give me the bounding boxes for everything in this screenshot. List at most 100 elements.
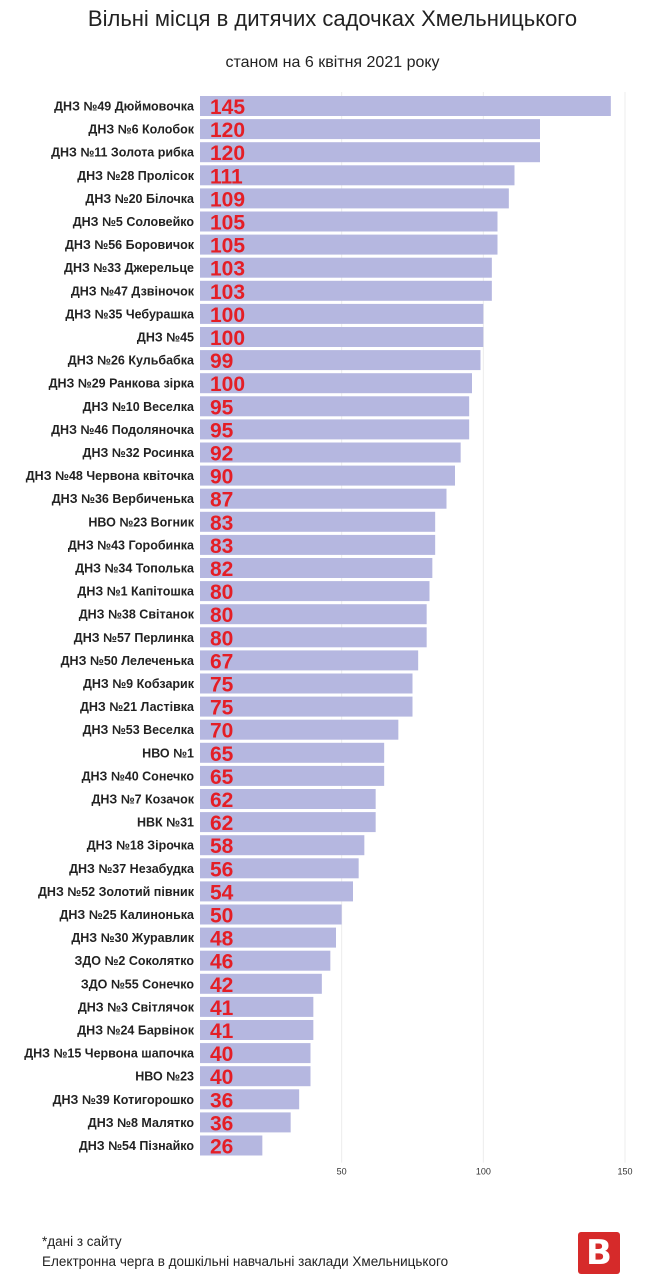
category-label: ДНЗ №21 Ластівка	[80, 700, 195, 714]
bars	[200, 96, 611, 1156]
bar	[200, 1020, 314, 1040]
bar	[200, 1043, 311, 1064]
category-label: ДНЗ №7 Козачок	[91, 793, 194, 807]
brand-logo: В	[578, 1232, 620, 1274]
category-label: ДНЗ №43 Горобинка	[68, 538, 195, 552]
bar	[200, 234, 498, 255]
category-label: ДНЗ №18 Зірочка	[87, 839, 195, 853]
bar	[200, 488, 447, 509]
value-label: 120	[210, 142, 245, 165]
category-label: ДНЗ №45	[137, 331, 194, 345]
bar	[200, 303, 484, 324]
value-label: 54	[210, 881, 234, 904]
category-label: ДНЗ №28 Пролісок	[77, 169, 194, 183]
bar	[200, 835, 365, 856]
category-label: ДНЗ №30 Журавлик	[71, 931, 194, 945]
category-label: ДНЗ №37 Незабудка	[69, 862, 195, 876]
category-label: ДНЗ №15 Червона шапочка	[24, 1047, 195, 1061]
category-label: ДНЗ №49 Дюймовочка	[54, 100, 195, 114]
category-labels: ДНЗ №49 Дюймовочка ДНЗ №6 Колобок ДНЗ №11 …	[24, 100, 195, 1154]
value-label: 46	[210, 951, 233, 974]
value-label: 40	[210, 1043, 233, 1066]
value-label: 100	[210, 304, 245, 327]
value-label: 42	[210, 974, 233, 997]
bar	[200, 996, 314, 1017]
value-label: 67	[210, 650, 233, 673]
bar	[200, 881, 353, 902]
bar	[200, 419, 470, 440]
value-label: 100	[210, 327, 245, 350]
category-label: НВК №31	[137, 816, 194, 830]
category-label: ДНЗ №52 Золотий півник	[38, 885, 195, 899]
category-label: ДНЗ №20 Білочка	[85, 192, 195, 206]
bar	[200, 650, 419, 671]
bar	[200, 927, 336, 948]
value-label: 105	[210, 235, 245, 258]
value-label: 103	[210, 258, 245, 281]
bar	[200, 812, 376, 833]
value-label: 65	[210, 766, 234, 789]
value-label: 56	[210, 858, 233, 881]
bar	[200, 904, 342, 925]
category-label: ДНЗ №56 Боровичок	[65, 238, 195, 252]
value-label: 83	[210, 535, 233, 558]
category-label: ДНЗ №25 Калинонька	[59, 908, 195, 922]
value-label: 65	[210, 743, 234, 766]
value-label: 99	[210, 350, 233, 373]
footer-source: Електронна черга в дошкільні навчальні з…	[42, 1254, 449, 1269]
value-labels: 1451201201111091051051031031001009910095…	[210, 96, 245, 1159]
bar	[200, 558, 433, 578]
value-label: 87	[210, 489, 233, 512]
bar	[200, 373, 472, 394]
bar	[200, 211, 498, 232]
tick-label: 150	[617, 1167, 632, 1177]
value-label: 80	[210, 604, 233, 627]
category-label: ДНЗ №9 Кобзарик	[83, 677, 195, 691]
bar	[200, 858, 359, 879]
bar	[200, 1112, 291, 1133]
value-label: 62	[210, 789, 233, 812]
category-label: ДНЗ №24 Барвінок	[77, 1024, 194, 1038]
value-label: 36	[210, 1112, 233, 1135]
value-label: 36	[210, 1089, 233, 1112]
bar	[200, 673, 413, 694]
value-label: 92	[210, 443, 233, 466]
category-label: НВО №23	[135, 1070, 194, 1084]
value-label: 103	[210, 281, 245, 304]
category-label: ДНЗ №8 Малятко	[88, 1116, 195, 1130]
value-label: 41	[210, 997, 234, 1020]
category-label: ДНЗ №26 Кульбабка	[68, 354, 195, 368]
bar	[200, 396, 470, 417]
bar-chart: ДНЗ №49 Дюймовочка ДНЗ №6 Колобок ДНЗ №11 …	[24, 92, 633, 1177]
value-label: 58	[210, 835, 234, 858]
bar	[200, 1066, 311, 1087]
value-label: 82	[210, 558, 233, 581]
bar	[200, 627, 427, 648]
bar	[200, 581, 430, 602]
category-label: ЗДО №2 Соколятко	[75, 954, 195, 968]
bar	[200, 96, 611, 116]
value-label: 120	[210, 119, 245, 142]
category-label: ДНЗ №57 Перлинка	[74, 631, 195, 645]
bar	[200, 280, 492, 301]
category-label: ДНЗ №33 Джерельце	[64, 261, 194, 275]
bar	[200, 165, 515, 186]
bar	[200, 188, 509, 209]
category-label: ДНЗ №10 Веселка	[83, 400, 195, 414]
category-label: ДНЗ №48 Червона квіточка	[26, 469, 195, 483]
category-label: ДНЗ №47 Дзвіночок	[71, 284, 195, 298]
value-label: 100	[210, 373, 245, 396]
category-label: ДНЗ №11 Золота рибка	[51, 146, 195, 160]
value-label: 50	[210, 905, 233, 928]
bar	[200, 1089, 300, 1110]
bar	[200, 327, 484, 347]
bar	[200, 765, 385, 786]
bar	[200, 119, 540, 140]
bar	[200, 442, 461, 463]
bar	[200, 465, 455, 486]
category-label: ДНЗ №1 Капітошка	[77, 585, 195, 599]
bar	[200, 142, 540, 163]
tick-label: 100	[476, 1167, 491, 1177]
bar	[200, 350, 481, 371]
category-label: ДНЗ №40 Сонечко	[82, 769, 195, 783]
